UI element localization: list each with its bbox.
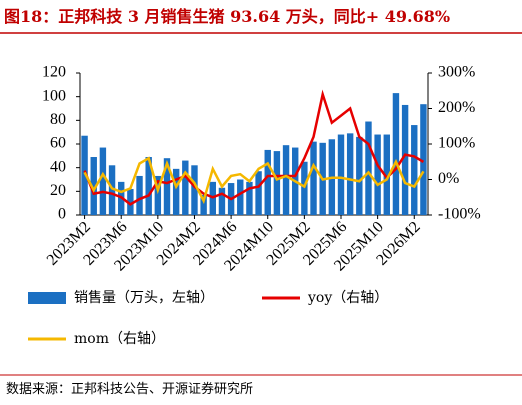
bar <box>90 157 97 215</box>
bar <box>127 188 134 215</box>
legend-label: mom（右轴） <box>74 331 165 347</box>
y-tick-label: 120 <box>42 64 66 81</box>
y-tick-label: 100 <box>42 87 66 104</box>
bar <box>346 133 354 215</box>
line <box>83 156 425 205</box>
y2-tick-label: 0% <box>438 170 459 187</box>
y-tick-label: 0 <box>58 206 66 223</box>
y-tick-label: 60 <box>50 135 66 152</box>
bar <box>356 136 363 215</box>
bar <box>172 168 180 215</box>
bar <box>237 179 244 215</box>
bar <box>99 147 107 215</box>
legend-label: yoy（右轴） <box>307 290 388 306</box>
bar <box>218 187 226 215</box>
chart-title: 图18：正邦科技 3 月销售生猪 93.64 万头，同比+ 49.68% <box>4 7 450 26</box>
bar <box>310 141 317 215</box>
bar <box>411 125 418 215</box>
bar <box>374 134 381 215</box>
bar <box>282 145 290 215</box>
bar <box>154 175 162 215</box>
bar <box>182 160 189 215</box>
bar <box>264 149 271 215</box>
bar <box>273 151 281 215</box>
bar <box>145 157 152 215</box>
bar <box>420 104 427 215</box>
bar <box>383 134 390 215</box>
y2-tick-label: -100% <box>438 206 481 223</box>
bar <box>136 175 143 215</box>
bar <box>301 161 308 215</box>
bar <box>365 121 372 215</box>
y-tick-label: 20 <box>50 182 66 199</box>
source: 数据来源：正邦科技公告、开源证券研究所 <box>6 381 253 397</box>
bar <box>255 171 262 215</box>
bar <box>401 104 409 215</box>
bar <box>200 194 207 215</box>
line <box>83 89 425 206</box>
bar <box>108 165 116 215</box>
bar <box>246 181 253 215</box>
y2-tick-label: 100% <box>438 135 475 152</box>
legend-swatch <box>28 292 66 304</box>
y-tick-label: 40 <box>50 158 66 175</box>
y2-tick-label: 200% <box>438 99 475 116</box>
bar <box>81 135 88 215</box>
y2-tick-label: 300% <box>438 64 475 81</box>
y-tick-label: 80 <box>50 111 66 128</box>
legend-label: 销售量（万头，左轴） <box>74 290 214 306</box>
bar <box>191 165 198 215</box>
bar <box>392 93 400 215</box>
bar <box>337 134 345 215</box>
bar <box>163 158 171 215</box>
